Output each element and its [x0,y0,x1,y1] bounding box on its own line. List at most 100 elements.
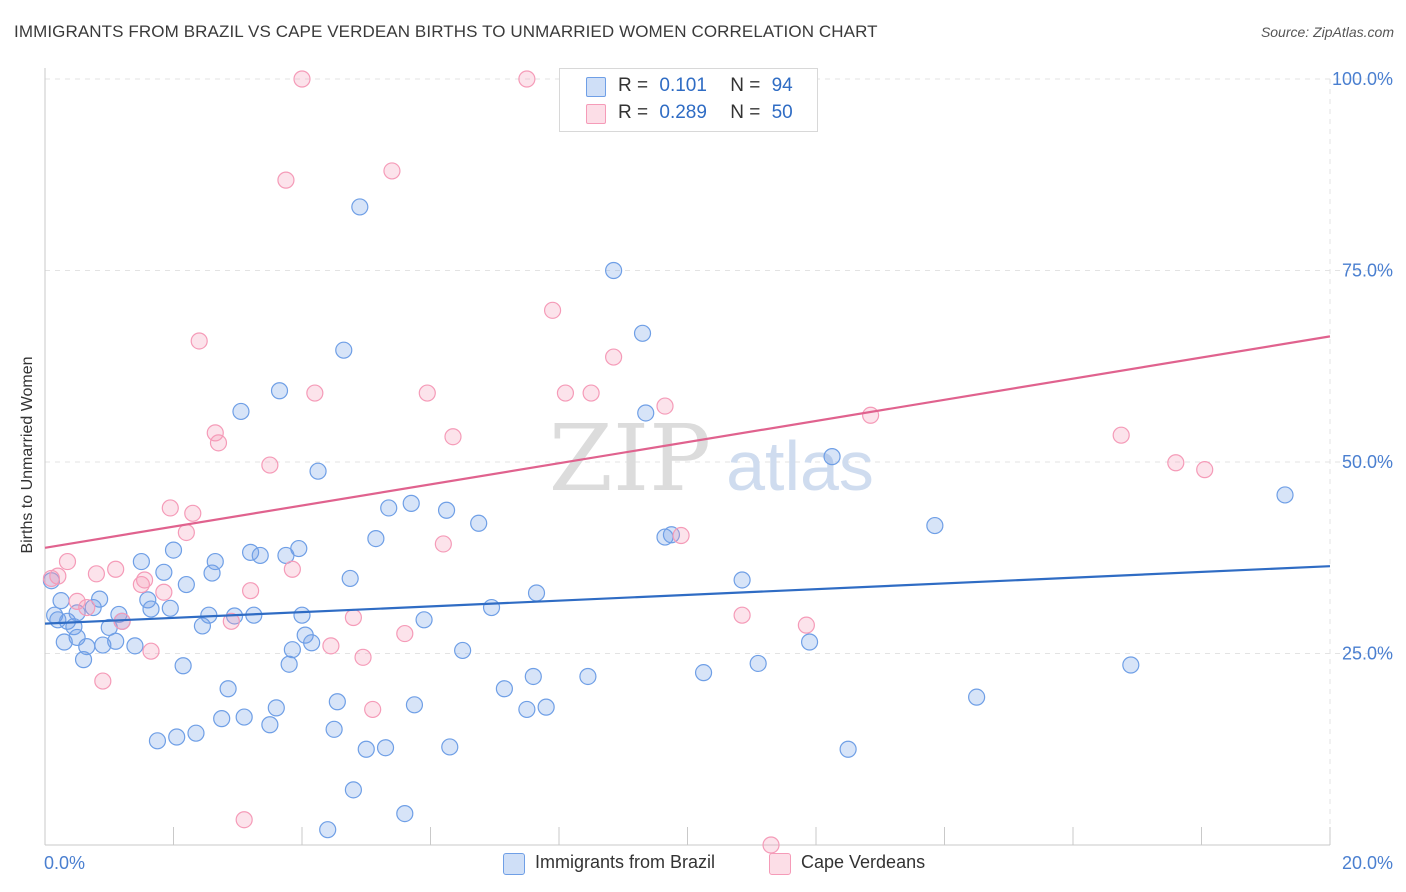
point-brazil [242,543,260,561]
point-brazil [839,740,857,758]
point-brazil [213,710,231,728]
point-brazil [441,738,459,756]
point-cape-verdean [49,567,67,585]
point-cape-verdean [444,428,462,446]
point-brazil [174,657,192,675]
point-cape-verdean [733,606,751,624]
axes [44,68,1331,846]
point-brazil [235,708,253,726]
point-cape-verdean [277,171,295,189]
point-cape-verdean [344,608,362,627]
legend-r-label: R = [618,75,649,96]
point-brazil [309,462,327,480]
point-brazil [55,633,73,651]
point-brazil [1122,656,1140,674]
point-cape-verdean [135,571,154,589]
point-cape-verdean [87,565,106,583]
point-brazil [733,571,751,589]
point-brazil [637,404,655,422]
point-brazil [495,680,513,698]
bottom-legend-swatch-brazil [503,853,525,875]
point-brazil [470,514,488,532]
legend-n-label: N = [730,102,761,123]
point-cape-verdean [354,648,372,666]
point-cape-verdean [177,523,195,542]
trend-lines [44,335,1331,625]
point-brazil [482,598,501,617]
point-cape-verdean [107,560,125,578]
legend-swatch-brazil [586,77,606,97]
point-brazil [1276,486,1294,504]
y-tick-label: 50.0% [1342,452,1393,472]
point-cape-verdean [383,162,401,180]
point-brazil [357,740,375,758]
series-cape-verdean-points [42,70,1214,854]
point-brazil [319,821,337,839]
point-brazil [437,501,456,519]
point-brazil [396,804,414,823]
legend-text-brazil: R = 0.101 N = 94 [618,75,793,97]
point-cape-verdean [518,70,536,88]
point-cape-verdean [322,637,340,655]
point-brazil [290,539,308,558]
point-cape-verdean [155,583,173,601]
legend-swatch-cape-verdean [586,104,606,124]
point-cape-verdean [1167,454,1185,472]
point-brazil [662,526,681,544]
point-brazil [267,699,285,717]
point-cape-verdean [68,592,86,611]
legend-n-value: 50 [771,102,793,123]
tick-labels: 25.0% 50.0% 75.0% 100.0% 0.0% 20.0% [44,69,1393,873]
point-brazil [633,324,652,342]
point-brazil [926,516,944,535]
point-cape-verdean [78,598,96,617]
point-brazil [303,634,321,652]
point-cape-verdean [94,672,112,690]
x-tick-label: 20.0% [1342,853,1393,873]
point-brazil [749,654,767,673]
point-brazil [251,546,269,565]
point-cape-verdean [396,624,414,643]
point-brazil [232,402,250,421]
point-brazil [454,641,472,660]
point-brazil [177,575,195,594]
point-brazil [161,599,179,617]
point-brazil [328,693,346,711]
legend-n-label: N = [730,75,761,96]
point-brazil [164,541,183,559]
point-brazil [148,732,167,750]
point-brazil [139,591,157,609]
point-brazil [107,632,125,650]
point-brazil [219,680,237,698]
point-brazil [325,720,343,738]
point-brazil [344,781,362,799]
point-cape-verdean [261,456,279,474]
x-tick-label: 0.0% [44,853,85,873]
point-cape-verdean [762,836,780,854]
point-brazil [341,569,359,588]
point-brazil [187,724,205,742]
point-brazil [270,382,289,400]
point-brazil [694,664,713,682]
point-brazil [823,448,841,466]
point-brazil [126,637,144,655]
y-tick-label: 25.0% [1342,644,1393,664]
point-brazil [52,592,70,610]
point-brazil [351,198,369,216]
point-cape-verdean [235,811,253,829]
point-brazil [402,494,420,512]
watermark-zip: ZIP [549,405,711,512]
point-brazil [405,696,424,714]
point-cape-verdean [293,70,311,88]
bottom-legend-swatch-cape-verdean [769,853,791,875]
point-cape-verdean [58,552,77,571]
point-cape-verdean [543,301,562,319]
series-brazil-points [42,198,1294,839]
point-brazil [376,739,395,757]
point-brazil [142,600,160,618]
point-brazil [280,655,298,673]
point-cape-verdean [283,560,301,578]
point-brazil [800,633,819,651]
point-cape-verdean [672,526,690,545]
point-brazil [94,636,112,654]
